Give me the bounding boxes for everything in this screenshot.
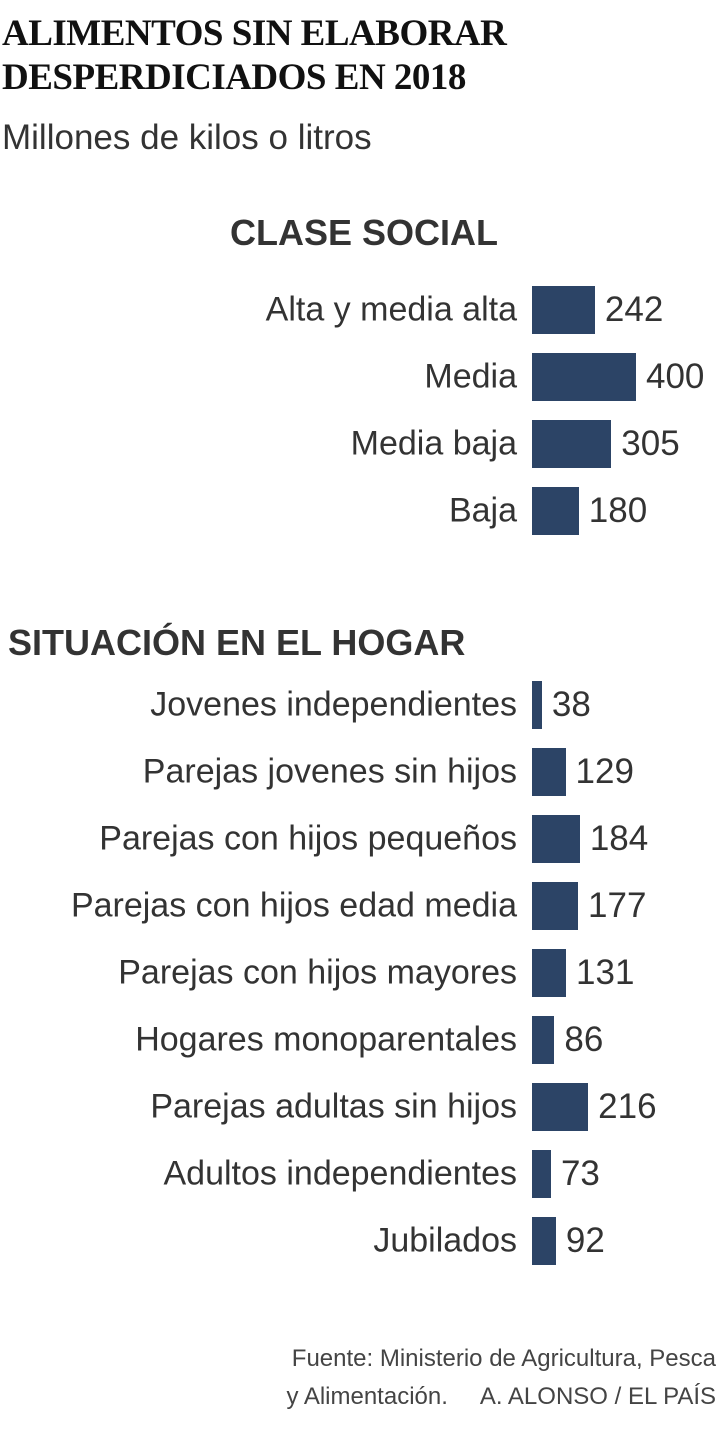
category-label: Parejas con hijos pequeños: [99, 819, 517, 858]
chart-title: ALIMENTOS SIN ELABORAR DESPERDICIADOS EN…: [2, 12, 507, 100]
chart-subtitle: Millones de kilos o litros: [2, 118, 372, 157]
category-label: Media baja: [350, 424, 517, 463]
bar: [532, 1083, 589, 1131]
category-label: Jovenes independientes: [150, 685, 517, 724]
category-label: Parejas jovenes sin hijos: [142, 752, 517, 791]
category-label: Hogares monoparentales: [135, 1020, 517, 1059]
category-label: Media: [424, 357, 517, 396]
data-label: 184: [589, 819, 649, 858]
source-line: Fuente: Ministerio de Agricultura, Pesca: [291, 1345, 716, 1372]
data-label: 305: [621, 424, 680, 463]
category-label: Baja: [448, 491, 517, 530]
title-line: ALIMENTOS SIN ELABORAR: [2, 13, 507, 54]
bar: [532, 1150, 551, 1198]
bar: [532, 487, 579, 535]
bar: [532, 748, 566, 796]
category-label: Parejas con hijos edad media: [70, 886, 517, 925]
data-label: 400: [646, 357, 705, 396]
data-label: 73: [560, 1154, 600, 1193]
section-title-clase-social: CLASE SOCIAL: [230, 212, 499, 253]
data-label: 177: [588, 886, 647, 925]
category-label: Parejas con hijos mayores: [118, 953, 517, 992]
data-label: 92: [565, 1221, 605, 1260]
bar: [532, 681, 542, 729]
category-label: Alta y media alta: [265, 290, 517, 329]
bar: [532, 815, 580, 863]
data-label: 180: [588, 491, 648, 530]
title-line: DESPERDICIADOS EN 2018: [2, 57, 466, 98]
data-label: 131: [576, 953, 635, 992]
category-label: Parejas adultas sin hijos: [150, 1087, 517, 1126]
section-title-situacion-hogar: SITUACIÓN EN EL HOGAR: [8, 622, 466, 663]
bar: [532, 1016, 555, 1064]
bar: [532, 949, 567, 997]
bar: [532, 1217, 556, 1265]
data-label: 216: [598, 1087, 657, 1126]
data-label: 242: [604, 290, 664, 329]
data-label: 129: [575, 752, 634, 791]
data-label: 38: [551, 685, 591, 724]
source-credit: Fuente: Ministerio de Agricultura, Pesca…: [286, 1340, 716, 1416]
category-label: Adultos independientes: [163, 1154, 518, 1193]
data-label: 86: [564, 1020, 604, 1059]
bar: [532, 286, 595, 334]
credit-line: y Alimentación. A. ALONSO / EL PAÍS: [286, 1383, 716, 1410]
bar: [532, 882, 579, 930]
bar: [532, 420, 612, 468]
category-label: Jubilados: [373, 1221, 517, 1260]
bar: [532, 353, 636, 401]
